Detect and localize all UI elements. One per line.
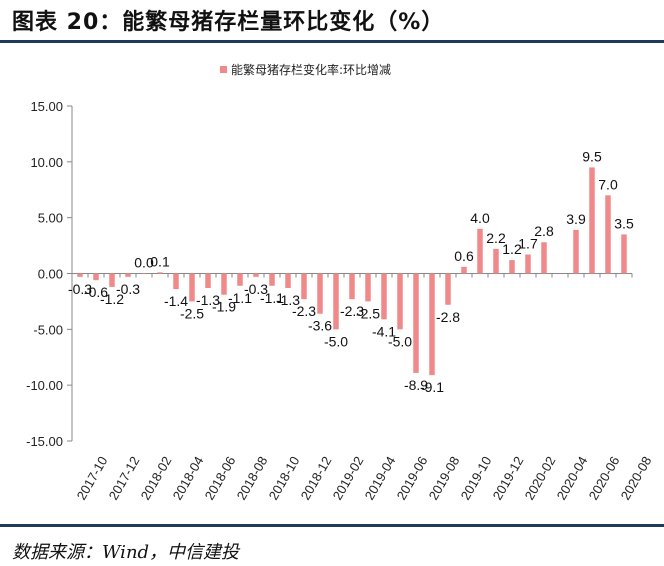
data-label: -1.9 (212, 299, 236, 315)
data-label: -5.0 (324, 333, 348, 349)
legend-swatch (220, 66, 227, 73)
data-label: 0.1 (150, 253, 170, 269)
bar (221, 273, 227, 295)
data-label: 7.0 (598, 176, 618, 192)
x-tick-label: 2020-08 (618, 454, 655, 503)
bar (589, 167, 595, 274)
y-tick-label: -15.00 (26, 434, 63, 449)
legend-label: 能繁母猪存栏变化率:环比增减 (231, 62, 391, 77)
data-label: -2.8 (436, 309, 460, 325)
y-tick-label: 0.00 (38, 267, 63, 282)
bar (301, 273, 307, 300)
bar (493, 248, 499, 274)
bar-series (77, 167, 627, 376)
data-label: -2.3 (340, 303, 364, 319)
y-tick-label: -5.00 (33, 322, 63, 337)
data-label: -0.6 (84, 284, 108, 300)
data-label: -1.3 (276, 292, 300, 308)
data-label: -1.1 (260, 290, 284, 306)
bar (253, 273, 259, 277)
data-label: 3.9 (566, 211, 586, 227)
data-label: -2.3 (292, 303, 316, 319)
bar (333, 273, 339, 330)
bar (349, 273, 355, 300)
bar (429, 273, 435, 376)
bar (605, 195, 611, 274)
data-label: 4.0 (470, 210, 490, 226)
bar (573, 229, 579, 274)
bar (237, 273, 243, 286)
bar (141, 273, 147, 275)
bar (461, 266, 467, 274)
bar (269, 273, 275, 286)
bar (477, 228, 483, 274)
top-rule (0, 40, 664, 43)
y-tick-label: 5.00 (38, 211, 63, 226)
data-label: -1.2 (100, 291, 124, 307)
source-note: 数据来源：Wind，中信建投 (12, 542, 240, 563)
y-axis: 15.00 10.00 5.00 0.00 -5.00 -10.00 -15.00 (26, 99, 73, 449)
bar (509, 260, 515, 274)
data-label: -1.4 (164, 293, 188, 309)
bar (413, 273, 419, 373)
y-tick-label: 10.00 (30, 155, 63, 170)
data-label: -4.1 (372, 323, 396, 339)
data-label: -2.5 (356, 305, 380, 321)
bar (285, 273, 291, 289)
data-label: -1.1 (228, 290, 252, 306)
data-label: -0.3 (244, 281, 268, 297)
data-label: 9.5 (582, 148, 602, 164)
data-label: 3.5 (614, 215, 634, 231)
data-label: 2.2 (486, 230, 506, 246)
bar (365, 273, 371, 302)
bar (381, 273, 387, 320)
bar (77, 273, 83, 277)
bar (445, 273, 451, 305)
data-label: -1.3 (196, 292, 220, 308)
y-tick-label: -10.00 (26, 378, 63, 393)
data-labels: -0.3-0.6-1.2-0.30.00.1-1.4-2.5-1.3-1.9-1… (68, 148, 634, 395)
bar (173, 273, 179, 290)
bar (525, 254, 531, 274)
data-label: 0.0 (134, 255, 154, 271)
chart-title: 图表 20：能繁母猪存栏量环比变化（%） (12, 10, 445, 35)
bar (157, 272, 163, 274)
legend: 能繁母猪存栏变化率:环比增减 (220, 62, 391, 77)
bar-chart: 能繁母猪存栏变化率:环比增减 15.00 10.00 5.00 0.00 -5.00 -1… (26, 62, 655, 503)
data-label: 2.8 (534, 223, 554, 239)
data-label: -5.0 (388, 333, 412, 349)
data-label: 0.6 (454, 248, 474, 264)
data-label: -3.6 (308, 318, 332, 334)
bar (397, 273, 403, 330)
data-label: -0.3 (68, 281, 92, 297)
bar (125, 273, 131, 277)
bar (109, 273, 115, 287)
data-label: 1.2 (502, 241, 522, 257)
bar (621, 234, 627, 274)
y-tick-label: 15.00 (30, 99, 63, 114)
data-label: -9.1 (420, 379, 444, 395)
data-label: -0.3 (116, 281, 140, 297)
bottom-rule (0, 524, 664, 527)
bar (317, 273, 323, 314)
data-label: -2.5 (180, 305, 204, 321)
bar (541, 242, 547, 274)
bar (93, 273, 99, 281)
data-label: 1.7 (518, 236, 538, 252)
data-label: -8.9 (404, 377, 428, 393)
bar (189, 273, 195, 302)
bar (205, 273, 211, 289)
